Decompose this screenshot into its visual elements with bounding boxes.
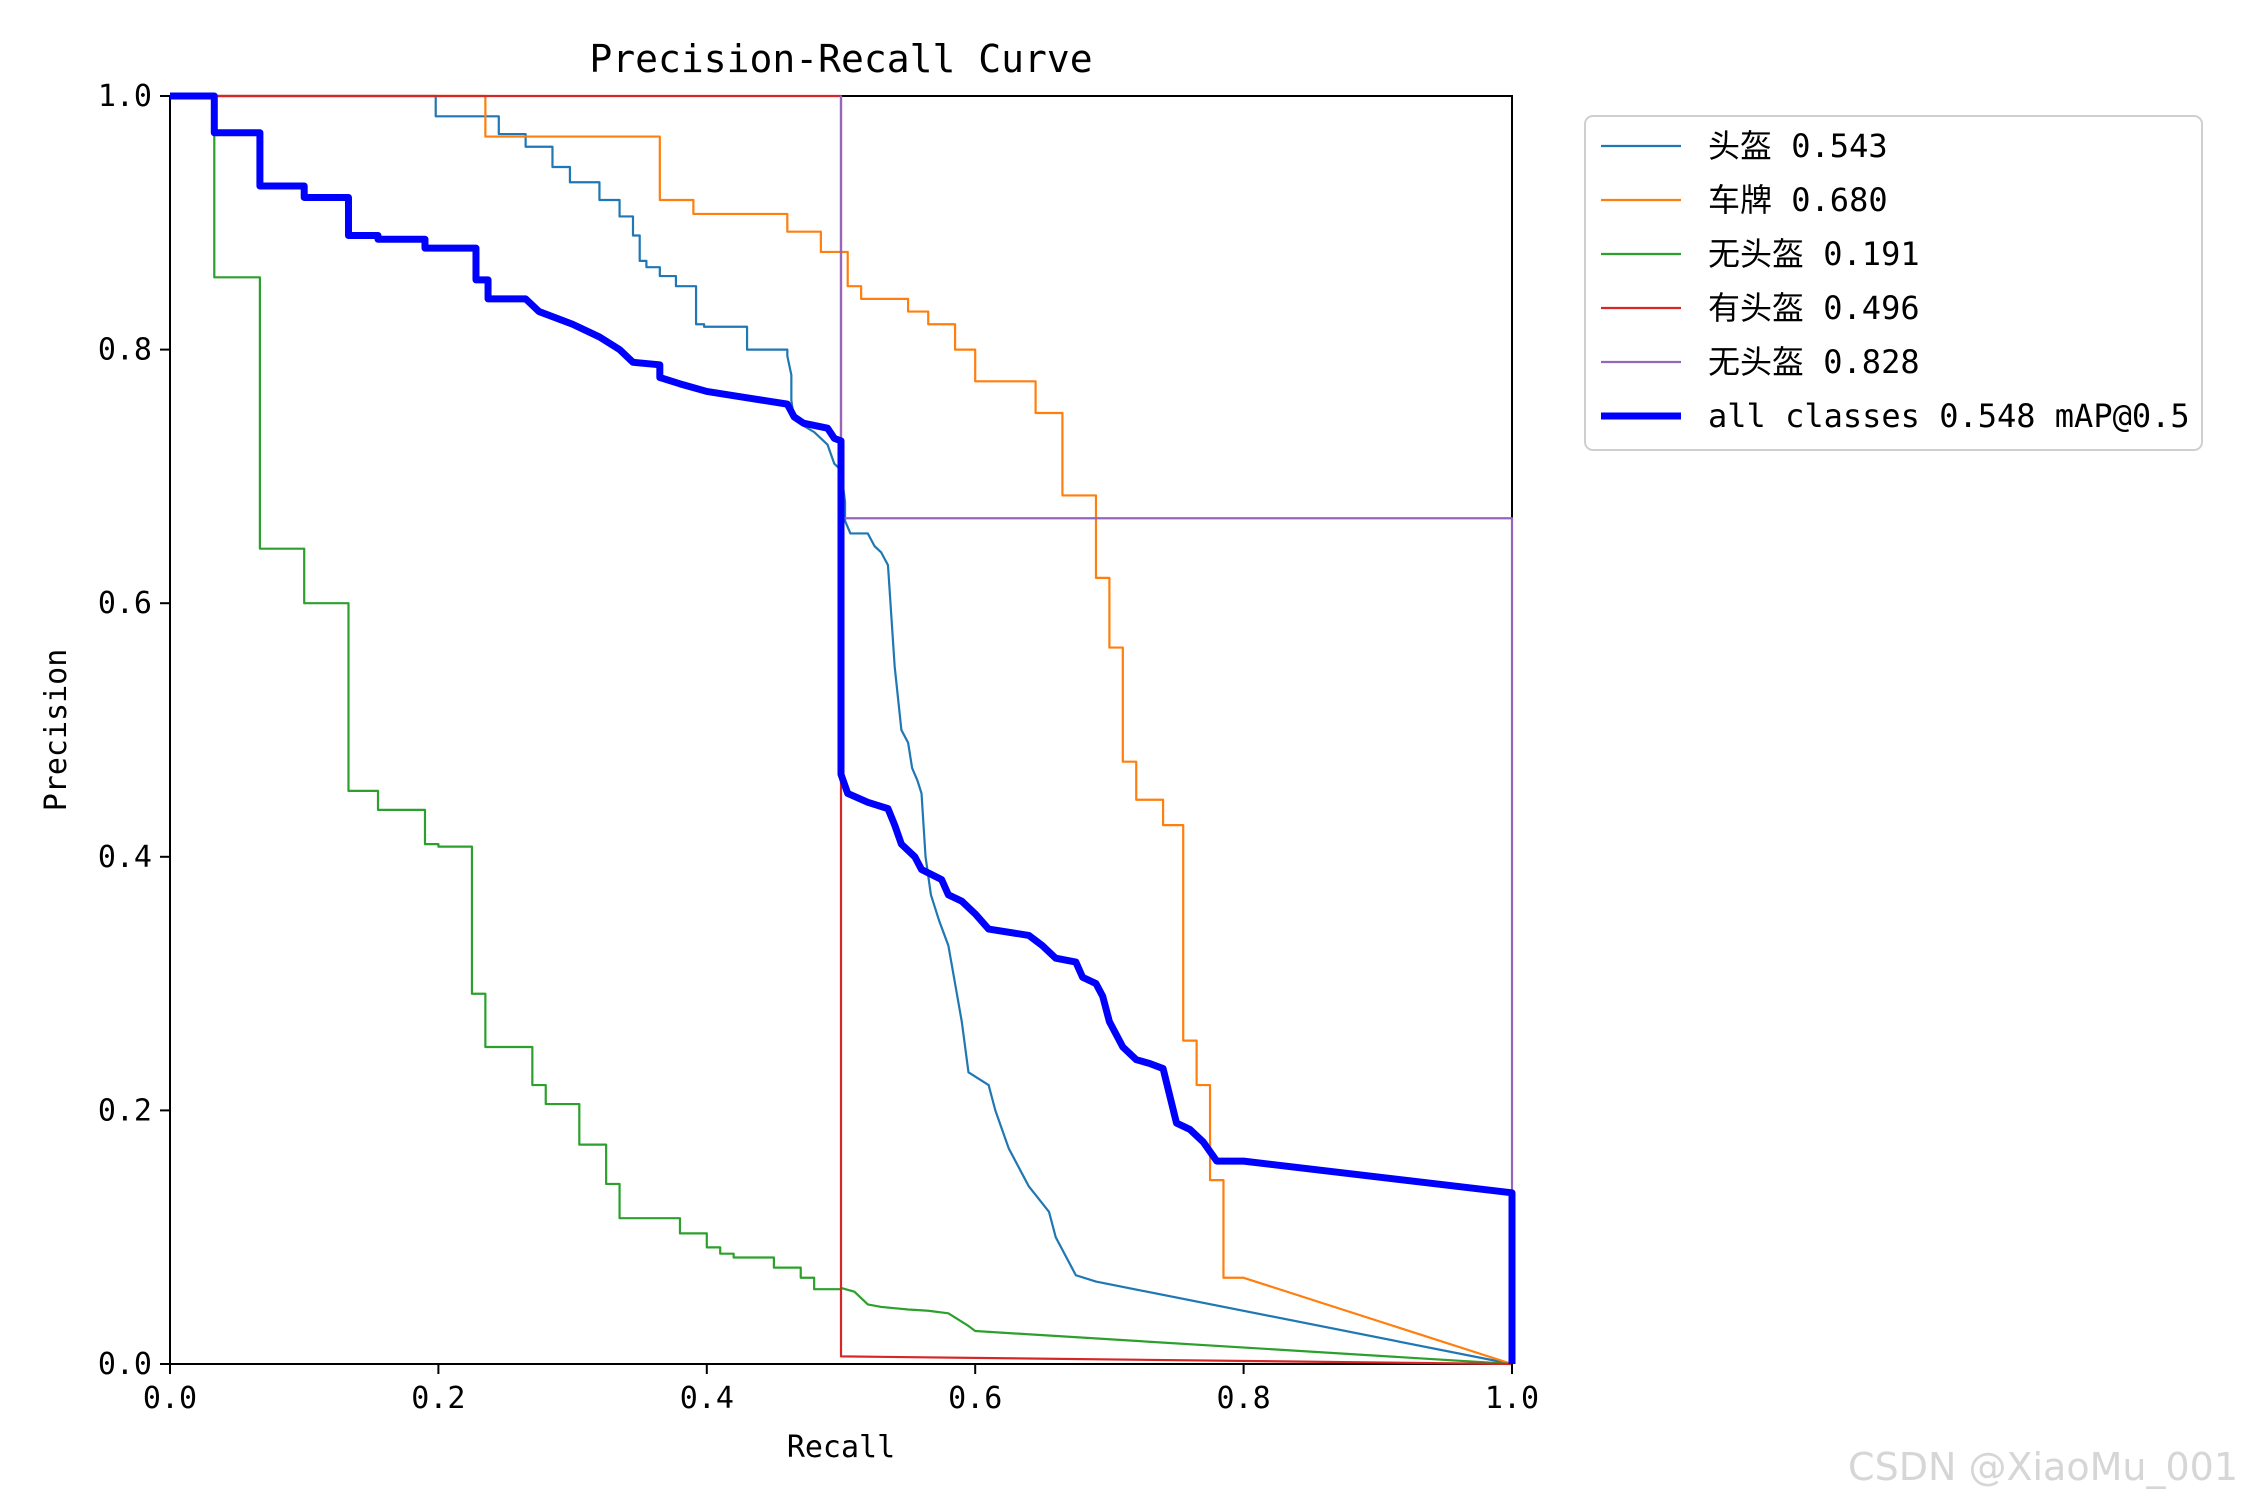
series-line-5 [839, 96, 1514, 1364]
series-line-2 [170, 94, 1513, 1366]
legend-label-6: all classes 0.548 mAP@0.5 [1708, 397, 2190, 435]
legend-label-3: 无头盔 0.191 [1708, 235, 1920, 273]
x-tick-label-2: 0.4 [680, 1381, 734, 1416]
series-line-6 [170, 92, 1516, 1364]
watermark-text: CSDN @XiaoMu_001 [1848, 1445, 2238, 1489]
x-tick-label-0: 0.0 [143, 1381, 197, 1416]
x-tick-label-3: 0.6 [948, 1381, 1002, 1416]
x-tick-label-1: 0.2 [411, 1381, 465, 1416]
legend-label-2: 车牌 0.680 [1708, 181, 1888, 219]
y-tick-label-4: 0.8 [98, 333, 152, 368]
legend-label-4: 有头盔 0.496 [1708, 289, 1920, 327]
x-tick-label-5: 1.0 [1485, 1381, 1539, 1416]
series-line-3 [170, 94, 1513, 1366]
y-tick-label-0: 0.0 [98, 1347, 152, 1382]
x-axis-label: Recall [787, 1430, 895, 1465]
y-axis-label: Precision [39, 649, 74, 812]
plot-area [169, 92, 1516, 1366]
x-tick-label-4: 0.8 [1217, 1381, 1271, 1416]
legend: 头盔 0.543 车牌 0.680 无头盔 0.191 有头盔 0.496 无头盔 0.… [1584, 115, 2203, 451]
y-tick-label-1: 0.2 [98, 1093, 152, 1128]
legend-box [1584, 115, 2203, 451]
legend-label-1: 头盔 0.543 [1708, 127, 1888, 165]
chart-title: Precision-Recall Curve [589, 37, 1092, 81]
legend-label-5: 无头盔 0.828 [1708, 343, 1920, 381]
y-tick-label-2: 0.4 [98, 840, 152, 875]
y-axis-ticks: 0.0 0.2 0.4 0.6 0.8 1.0 [98, 79, 170, 1382]
y-tick-label-5: 1.0 [98, 79, 152, 114]
x-axis-ticks: 0.0 0.2 0.4 0.6 0.8 1.0 [143, 1364, 1539, 1416]
y-tick-label-3: 0.6 [98, 586, 152, 621]
